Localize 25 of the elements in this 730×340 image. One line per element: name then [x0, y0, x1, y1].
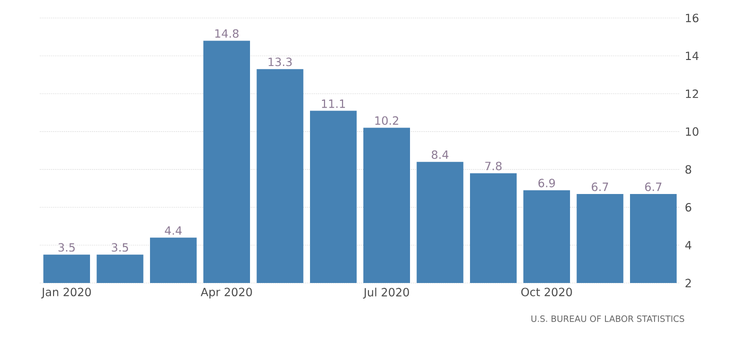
data-label: 11.1 — [322, 100, 345, 108]
x-tick-label: Jan 2020 — [41, 288, 91, 298]
data-label: 8.4 — [432, 150, 448, 159]
data-label: 7.8 — [485, 162, 502, 170]
data-label: 3.5 — [58, 243, 75, 252]
data-label: 4.4 — [164, 226, 182, 235]
y-tick-label: 16 — [686, 14, 698, 22]
data-label: 6.9 — [538, 178, 555, 188]
data-label: 6.7 — [645, 182, 662, 192]
y-tick-label: 6 — [686, 203, 692, 212]
text: U.S. BUREAU OF LABOR STATISTICS — [531, 315, 684, 322]
x-tick-label: Jul 2020 — [363, 288, 409, 299]
y-tick-label: 8 — [685, 165, 692, 174]
y-tick-label: 2 — [686, 278, 691, 288]
x-tick-label: Apr 2020 — [200, 288, 252, 298]
data-label: 3.5 — [112, 243, 128, 252]
data-label: 13.3 — [268, 58, 292, 66]
y-tick-label: 4 — [685, 241, 692, 250]
y-tick-label: 12 — [686, 90, 698, 98]
y-tick-label: 10 — [686, 127, 698, 136]
data-label: 14.8 — [215, 29, 239, 38]
y-tick-label: 14 — [686, 52, 698, 60]
data-label: 6.7 — [592, 182, 608, 192]
data-label: 10.2 — [375, 116, 398, 125]
x-tick-label: Oct 2020 — [521, 288, 572, 296]
